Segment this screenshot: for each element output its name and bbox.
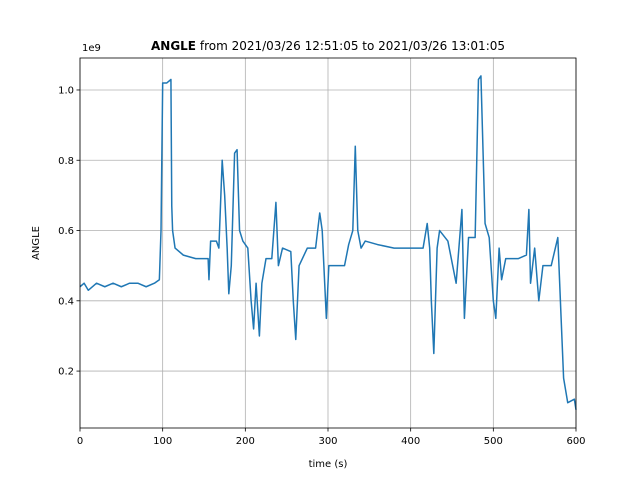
- y-offset-label: 1e9: [82, 43, 101, 54]
- x-tick-label: 600: [566, 436, 585, 447]
- x-tick-label: 100: [153, 436, 172, 447]
- y-tick-label: 0.2: [58, 367, 74, 378]
- data-line: [79, 75, 577, 410]
- x-tick-label: 200: [236, 436, 255, 447]
- y-tick-label: 0.6: [58, 226, 74, 237]
- title-rest: from 2021/03/26 12:51:05 to 2021/03/26 1…: [200, 39, 505, 53]
- y-tick-label: 0.4: [58, 296, 74, 307]
- x-tick-label: 300: [318, 436, 337, 447]
- x-tick-label: 400: [401, 436, 420, 447]
- y-axis-label: ANGLE: [31, 226, 42, 260]
- title-bold: ANGLE: [151, 39, 196, 53]
- x-tick-label: 500: [484, 436, 503, 447]
- x-axis-label: time (s): [309, 459, 348, 470]
- y-tick-label: 1.0: [58, 85, 74, 96]
- chart-title: ANGLE from 2021/03/26 12:51:05 to 2021/0…: [151, 39, 505, 53]
- x-tick-label: 0: [77, 436, 83, 447]
- y-tick-label: 0.8: [58, 156, 74, 167]
- plot-frame: [79, 57, 577, 429]
